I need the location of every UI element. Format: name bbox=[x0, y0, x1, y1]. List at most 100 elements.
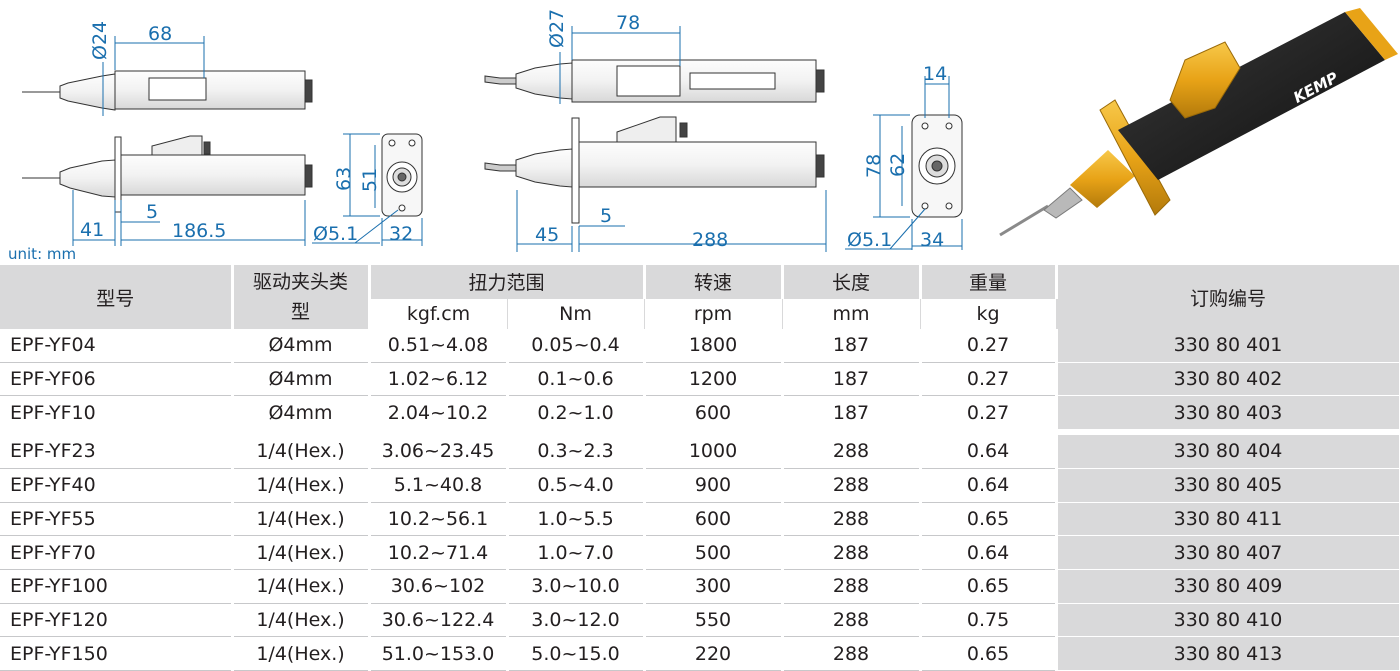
table-row: EPF-YF55 1/4(Hex.) 10.2~56.1 1.0~5.5 600… bbox=[0, 502, 1400, 537]
cell-drive: 1/4(Hex.) bbox=[232, 502, 371, 537]
header-torque-kgf: kgf.cm bbox=[368, 297, 508, 329]
cell-nm: 3.0~10.0 bbox=[507, 569, 646, 604]
table-row: EPF-YF120 1/4(Hex.) 30.6~122.4 3.0~12.0 … bbox=[0, 603, 1400, 638]
cell-weight: 0.64 bbox=[920, 429, 1058, 469]
table-row: EPF-YF06 Ø4mm 1.02~6.12 0.1~0.6 1200 187… bbox=[0, 362, 1400, 397]
cell-nm: 0.3~2.3 bbox=[507, 429, 646, 469]
cell-order: 330 80 403 bbox=[1056, 395, 1400, 433]
cell-kgf: 10.2~56.1 bbox=[369, 502, 509, 537]
cell-order: 330 80 407 bbox=[1056, 535, 1400, 570]
cell-rpm: 900 bbox=[644, 468, 784, 503]
cell-drive: Ø4mm bbox=[232, 395, 371, 433]
dim-small-front-len: 68 bbox=[148, 23, 172, 45]
cell-order: 330 80 410 bbox=[1056, 603, 1400, 638]
dim-small-width: 32 bbox=[389, 223, 413, 245]
cell-length: 288 bbox=[782, 429, 922, 469]
cell-drive: 1/4(Hex.) bbox=[232, 429, 371, 469]
cell-kgf: 0.51~4.08 bbox=[369, 329, 509, 363]
technical-drawings: Ø24 68 41 5 186.5 63 51 Ø5.1 32 bbox=[22, 8, 1398, 252]
cell-nm: 5.0~15.0 bbox=[507, 636, 646, 671]
cell-drive: 1/4(Hex.) bbox=[232, 636, 371, 671]
cell-model: EPF-YF04 bbox=[0, 329, 234, 363]
cell-rpm: 1200 bbox=[644, 362, 784, 397]
product-photo: KEMP bbox=[999, 8, 1398, 237]
cell-kgf: 2.04~10.2 bbox=[369, 395, 509, 433]
cell-nm: 0.5~4.0 bbox=[507, 468, 646, 503]
cell-nm: 0.2~1.0 bbox=[507, 395, 646, 433]
cell-model: EPF-YF55 bbox=[0, 502, 234, 537]
cell-rpm: 1800 bbox=[644, 329, 784, 363]
cell-rpm: 500 bbox=[644, 535, 784, 570]
cell-drive: Ø4mm bbox=[232, 362, 371, 397]
cell-drive: Ø4mm bbox=[232, 329, 371, 363]
cell-order: 330 80 409 bbox=[1056, 569, 1400, 604]
cell-model: EPF-YF23 bbox=[0, 429, 234, 469]
cell-model: EPF-YF100 bbox=[0, 569, 234, 604]
cell-order: 330 80 405 bbox=[1056, 468, 1400, 503]
dim-large-front-len: 78 bbox=[616, 12, 640, 34]
cell-rpm: 220 bbox=[644, 636, 784, 671]
cell-nm: 1.0~7.0 bbox=[507, 535, 646, 570]
cell-kgf: 51.0~153.0 bbox=[369, 636, 509, 671]
cell-drive: 1/4(Hex.) bbox=[232, 603, 371, 638]
dim-large-width: 34 bbox=[920, 229, 944, 251]
header-torque-nm: Nm bbox=[506, 297, 645, 329]
cell-length: 288 bbox=[782, 468, 922, 503]
cell-length: 288 bbox=[782, 636, 922, 671]
cell-kgf: 1.02~6.12 bbox=[369, 362, 509, 397]
dim-small-total: 186.5 bbox=[172, 220, 226, 242]
header-order: 订购编号 bbox=[1056, 265, 1400, 329]
header-speed: 转速 bbox=[644, 265, 784, 298]
large-tool-top-view bbox=[484, 59, 825, 103]
cell-length: 288 bbox=[782, 535, 922, 570]
dim-large-height: 78 bbox=[863, 154, 885, 178]
cell-rpm: 600 bbox=[644, 395, 784, 433]
dim-small-hole: Ø5.1 bbox=[313, 223, 358, 245]
cell-kgf: 3.06~23.45 bbox=[369, 429, 509, 469]
table-row: EPF-YF150 1/4(Hex.) 51.0~153.0 5.0~15.0 … bbox=[0, 636, 1400, 671]
cell-weight: 0.65 bbox=[920, 569, 1058, 604]
cell-rpm: 600 bbox=[644, 502, 784, 537]
cell-drive: 1/4(Hex.) bbox=[232, 468, 371, 503]
cell-weight: 0.27 bbox=[920, 329, 1058, 363]
dim-large-diameter: Ø27 bbox=[546, 9, 568, 48]
cell-order: 330 80 413 bbox=[1056, 636, 1400, 671]
cell-drive: 1/4(Hex.) bbox=[232, 535, 371, 570]
cell-length: 187 bbox=[782, 362, 922, 397]
cell-kgf: 5.1~40.8 bbox=[369, 468, 509, 503]
large-dimension-lines bbox=[516, 26, 963, 252]
dim-small-inner: 51 bbox=[359, 168, 381, 192]
dim-large-flange: 5 bbox=[600, 205, 612, 227]
cell-rpm: 300 bbox=[644, 569, 784, 604]
cell-model: EPF-YF40 bbox=[0, 468, 234, 503]
large-tool-end-view bbox=[911, 114, 963, 218]
cell-weight: 0.27 bbox=[920, 362, 1058, 397]
cell-order: 330 80 411 bbox=[1056, 502, 1400, 537]
header-length: 长度 bbox=[782, 265, 922, 298]
small-tool-side-view bbox=[22, 135, 313, 213]
table-row: EPF-YF04 Ø4mm 0.51~4.08 0.05~0.4 1800 18… bbox=[0, 329, 1400, 363]
cell-rpm: 1000 bbox=[644, 429, 784, 469]
dim-large-inner: 62 bbox=[887, 153, 909, 177]
dim-small-left: 41 bbox=[80, 219, 104, 241]
header-drive: 驱动夹头类型 bbox=[232, 265, 371, 329]
header-speed-unit: rpm bbox=[643, 297, 783, 329]
cell-order: 330 80 402 bbox=[1056, 362, 1400, 397]
cell-nm: 3.0~12.0 bbox=[507, 603, 646, 638]
table-row: EPF-YF23 1/4(Hex.) 3.06~23.45 0.3~2.3 10… bbox=[0, 429, 1400, 469]
cell-weight: 0.65 bbox=[920, 636, 1058, 671]
cell-nm: 0.05~0.4 bbox=[507, 329, 646, 363]
spec-table: 型号 驱动夹头类型 扭力范围 转速 长度 重量 订购编号 kgf.cm Nm r… bbox=[0, 265, 1400, 671]
table-row: EPF-YF100 1/4(Hex.) 30.6~102 3.0~10.0 30… bbox=[0, 569, 1400, 604]
cell-rpm: 550 bbox=[644, 603, 784, 638]
table-row: EPF-YF10 Ø4mm 2.04~10.2 0.2~1.0 600 187 … bbox=[0, 395, 1400, 433]
dim-large-total: 288 bbox=[692, 229, 728, 251]
cell-length: 187 bbox=[782, 395, 922, 433]
cell-length: 187 bbox=[782, 329, 922, 363]
cell-weight: 0.65 bbox=[920, 502, 1058, 537]
cell-model: EPF-YF10 bbox=[0, 395, 234, 433]
header-weight: 重量 bbox=[920, 265, 1058, 298]
cell-model: EPF-YF70 bbox=[0, 535, 234, 570]
small-tool-top-view bbox=[22, 70, 313, 111]
header-drive-text: 驱动夹头类型 bbox=[253, 271, 349, 323]
